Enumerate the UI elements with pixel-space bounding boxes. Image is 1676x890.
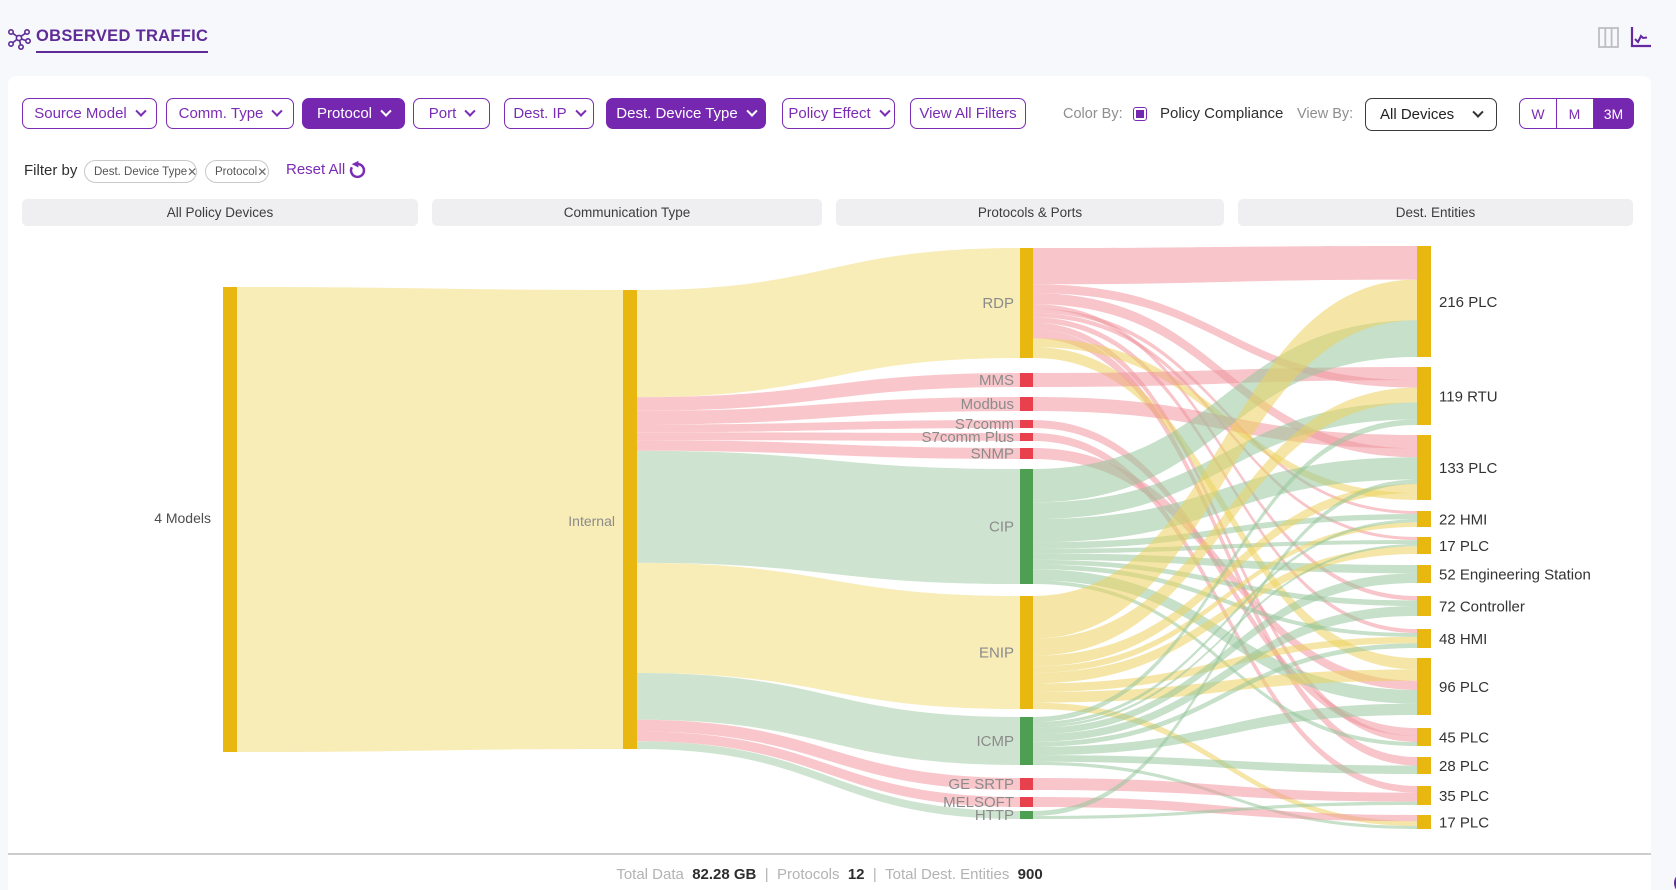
svg-text:22 HMI: 22 HMI (1439, 512, 1487, 529)
svg-text:96 PLC: 96 PLC (1439, 679, 1489, 696)
svg-text:35 PLC: 35 PLC (1439, 788, 1489, 805)
svg-text:4 Models: 4 Models (154, 510, 211, 526)
svg-text:CIP: CIP (989, 519, 1014, 536)
svg-text:119 RTU: 119 RTU (1439, 389, 1498, 406)
svg-text:17 PLC: 17 PLC (1439, 815, 1489, 832)
svg-text:Internal: Internal (568, 513, 615, 529)
svg-text:MMS: MMS (979, 372, 1014, 389)
svg-text:Modbus: Modbus (961, 396, 1014, 413)
svg-text:MELSOFT: MELSOFT (943, 794, 1014, 811)
svg-text:52 Engineering Station: 52 Engineering Station (1439, 567, 1591, 584)
svg-text:48 HMI: 48 HMI (1439, 631, 1487, 648)
svg-text:S7comm: S7comm (955, 416, 1014, 433)
svg-text:ENIP: ENIP (979, 645, 1014, 662)
svg-text:S7comm Plus: S7comm Plus (921, 429, 1014, 446)
svg-text:72 Controller: 72 Controller (1439, 599, 1525, 616)
svg-text:GE SRTP: GE SRTP (948, 776, 1014, 793)
svg-text:RDP: RDP (982, 295, 1014, 312)
svg-text:133 PLC: 133 PLC (1439, 460, 1498, 477)
svg-text:17 PLC: 17 PLC (1439, 538, 1489, 555)
svg-text:SNMP: SNMP (971, 446, 1014, 463)
svg-text:HTTP: HTTP (975, 807, 1014, 824)
svg-text:216 PLC: 216 PLC (1439, 294, 1498, 311)
svg-text:ICMP: ICMP (977, 733, 1015, 750)
svg-text:28 PLC: 28 PLC (1439, 758, 1489, 775)
svg-text:45 PLC: 45 PLC (1439, 730, 1489, 747)
